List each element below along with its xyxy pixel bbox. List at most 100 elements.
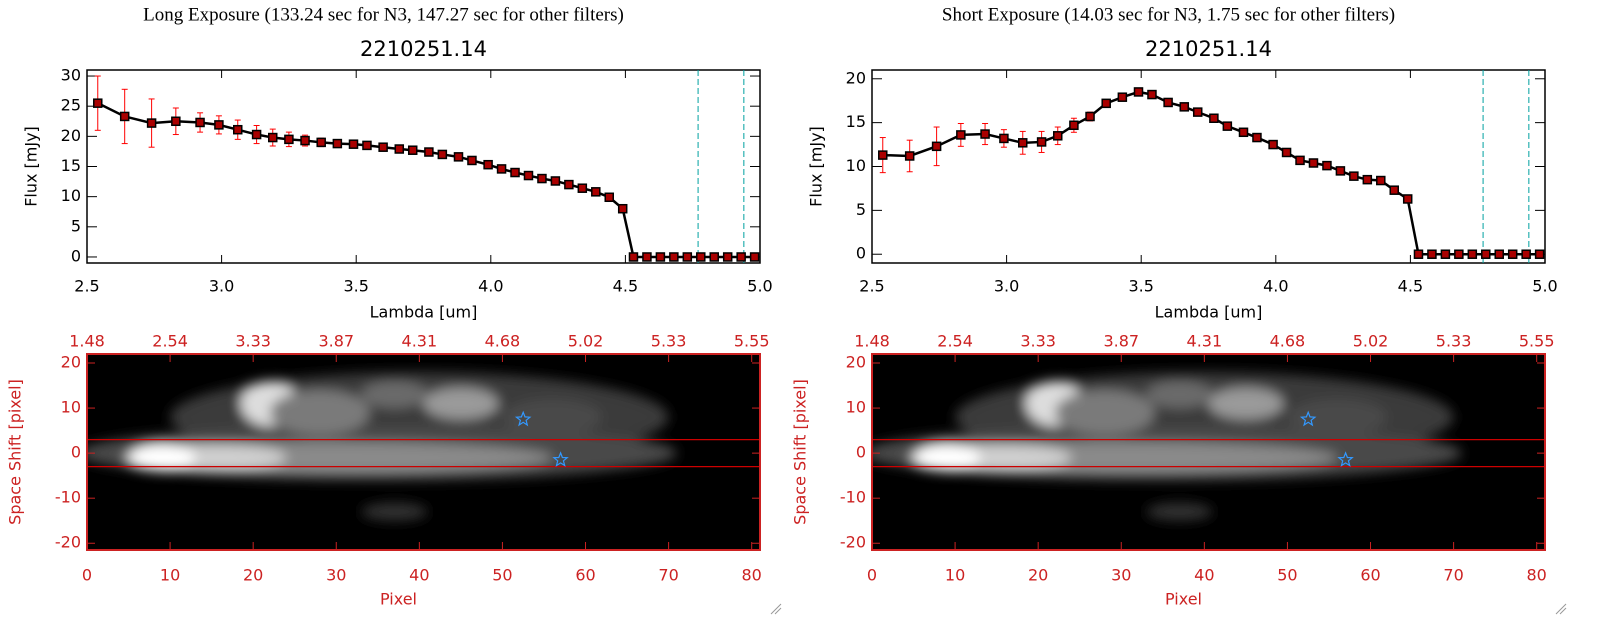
y-tick-label: -10 <box>840 488 866 507</box>
data-marker <box>1281 147 1292 158</box>
image-blob <box>269 390 370 436</box>
data-marker <box>628 252 639 262</box>
data-marker <box>378 142 388 152</box>
x-tick-label: 2.5 <box>74 277 99 296</box>
data-marker <box>1376 175 1386 186</box>
chart-title: 2210251.14 <box>360 37 487 61</box>
x-tick-label: 30 <box>1111 566 1131 585</box>
x2-tick-label: 2.54 <box>937 332 973 351</box>
image-blob <box>128 444 196 472</box>
data-marker <box>1101 98 1111 109</box>
data-marker <box>682 252 693 262</box>
data-marker <box>93 98 103 108</box>
x-tick-label: 3.0 <box>994 277 1019 296</box>
y-tick-label: 5 <box>71 216 81 235</box>
data-marker <box>467 155 477 166</box>
x-tick-label: 80 <box>1527 566 1547 585</box>
data-marker <box>1268 139 1278 150</box>
y-axis-label: Flux [mJy] <box>807 126 826 207</box>
x-tick-label: 20 <box>243 566 263 585</box>
header-title: Short Exposure (14.03 sec for N3, 1.75 s… <box>942 4 1395 25</box>
data-marker <box>1163 97 1173 108</box>
y-tick-label: -20 <box>840 533 866 552</box>
y-tick-label: -10 <box>55 488 81 507</box>
y-tick-label: 10 <box>61 398 81 417</box>
data-marker <box>1192 107 1203 117</box>
image-blob <box>423 387 499 420</box>
data-marker <box>1238 127 1249 138</box>
plot-frame <box>871 353 1546 551</box>
x-tick-label: 70 <box>1443 566 1463 585</box>
data-marker <box>642 252 652 262</box>
chart-title: 2210251.14 <box>1145 37 1272 61</box>
x-axis-label: Lambda [um] <box>1155 303 1263 322</box>
star-marker <box>1337 451 1354 467</box>
x2-tick-label: 3.87 <box>1103 332 1139 351</box>
y-tick-label: 25 <box>61 96 81 115</box>
data-marker <box>146 118 157 128</box>
data-marker <box>1349 171 1359 181</box>
y-tick-label: 15 <box>61 156 81 175</box>
x-tick-label: 10 <box>160 566 180 585</box>
header-title: Long Exposure (133.24 sec for N3, 147.27… <box>143 4 624 25</box>
x-tick-label: 3.0 <box>209 277 234 296</box>
data-marker <box>1308 158 1319 168</box>
x-axis-label: Lambda [um] <box>370 303 478 322</box>
x-tick-label: 4.5 <box>1398 277 1423 296</box>
plot-frame <box>86 69 761 264</box>
x2-tick-label: 3.33 <box>235 332 271 351</box>
x-tick-label: 10 <box>945 566 965 585</box>
data-marker <box>233 124 243 135</box>
x-tick-label: 30 <box>326 566 346 585</box>
data-marker <box>1440 249 1451 259</box>
x2-tick-label: 5.55 <box>1519 332 1555 351</box>
data-marker <box>1069 120 1079 131</box>
x-tick-label: 4.0 <box>1263 277 1288 296</box>
data-marker <box>617 203 628 214</box>
data-marker <box>1481 249 1491 259</box>
data-marker <box>1133 87 1144 97</box>
image-blob <box>913 444 981 472</box>
data-marker <box>348 139 359 149</box>
data-marker <box>1389 185 1399 195</box>
data-marker <box>980 129 990 139</box>
x2-tick-label: 5.02 <box>568 332 604 351</box>
data-marker <box>1402 194 1413 204</box>
x2-tick-label: 5.33 <box>651 332 687 351</box>
data-marker <box>1322 160 1332 171</box>
x-tick-label: 50 <box>492 566 512 585</box>
data-marker <box>1534 249 1545 259</box>
x2-tick-label: 4.31 <box>402 332 438 351</box>
x-tick-label: 4.0 <box>478 277 503 296</box>
y-tick-label: 10 <box>846 156 866 175</box>
y-tick-label: 15 <box>846 112 866 131</box>
data-marker <box>407 145 418 155</box>
x-tick-label: 20 <box>1028 566 1048 585</box>
x2-tick-label: 4.68 <box>485 332 521 351</box>
x-tick-label: 4.5 <box>613 277 638 296</box>
plot-frame <box>871 69 1546 264</box>
y-tick-label: 20 <box>61 126 81 145</box>
data-marker <box>604 192 614 203</box>
x2-tick-label: 5.02 <box>1353 332 1389 351</box>
data-marker <box>362 140 372 151</box>
data-marker <box>591 187 601 197</box>
data-marker <box>878 150 888 160</box>
y-tick-label: 20 <box>61 353 81 372</box>
x-tick-label: 70 <box>658 566 678 585</box>
data-marker <box>736 252 746 262</box>
y-tick-label: 0 <box>71 246 81 265</box>
star-marker <box>1299 410 1317 427</box>
star-marker <box>514 410 532 427</box>
resize-grip <box>770 603 782 615</box>
data-marker <box>1036 137 1047 147</box>
data-marker <box>1494 249 1504 259</box>
data-marker <box>284 134 294 145</box>
data-marker <box>119 111 130 122</box>
y-tick-label: 10 <box>61 186 81 205</box>
x-tick-label: 0 <box>82 566 92 585</box>
y-tick-label: 5 <box>856 200 866 219</box>
x-tick-label: 2.5 <box>859 277 884 296</box>
x2-tick-label: 1.48 <box>69 332 105 351</box>
plot-frame <box>86 353 761 551</box>
